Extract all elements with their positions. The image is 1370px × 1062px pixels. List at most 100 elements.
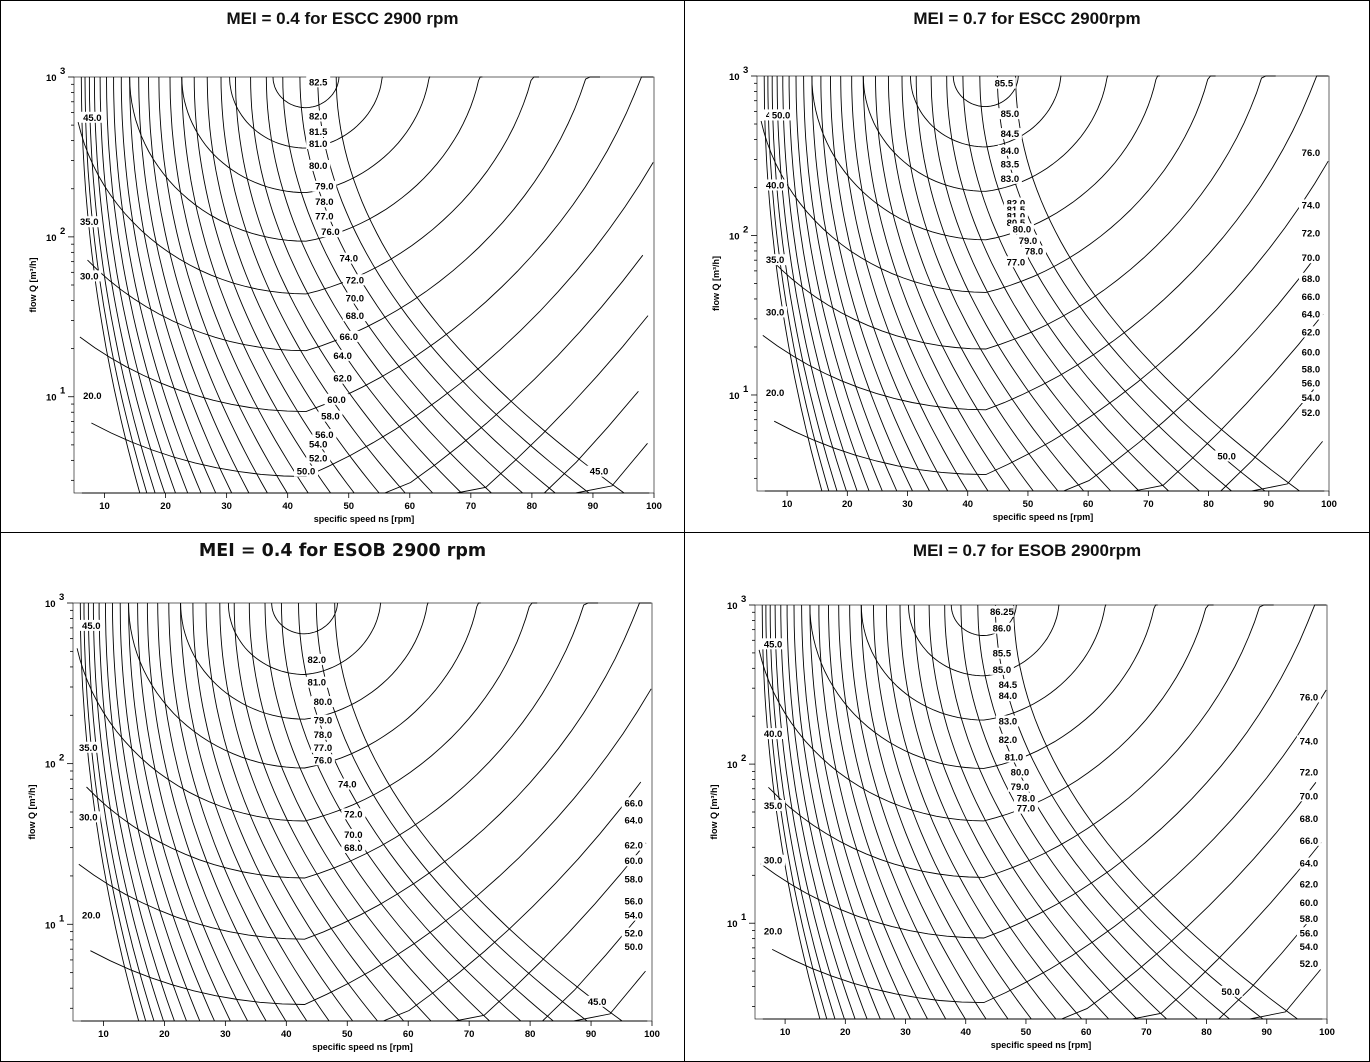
contour-label-bg [1296, 790, 1321, 802]
contour-label-bg [1296, 913, 1321, 925]
x-tick-label: 40 [282, 501, 293, 512]
x-tick-label: 50 [1021, 1027, 1032, 1038]
contour-label-bg [79, 619, 104, 631]
contour-line [771, 76, 838, 492]
contour-label: 60.0 [624, 856, 643, 867]
contour-line [901, 75, 1085, 492]
contour-label-bg [1007, 780, 1032, 792]
contour-label: 85.0 [1001, 109, 1020, 120]
chart-panel-escc-mei-07: MEI = 0.7 for ESCC 2900rpm 10 20 30 40 50 60 7… [685, 1, 1369, 533]
contour-label-bg [769, 109, 794, 121]
contour-line [771, 689, 1327, 1004]
contour-label-bg [79, 909, 104, 921]
contour-label-bg [585, 995, 610, 1007]
contour-label-bg [310, 714, 335, 726]
x-axis-label: specific speed ns [rpm] [314, 514, 415, 524]
contour-line [887, 75, 1059, 492]
contour-label-bg [761, 925, 786, 937]
x-axis: 10 20 30 40 50 60 70 80 90 100 [99, 493, 662, 512]
contour-line [862, 75, 1011, 492]
contour-label: 74.0 [1302, 200, 1321, 211]
contour-line [788, 76, 870, 492]
contour-line [820, 76, 930, 492]
contour-label-bg [763, 306, 788, 318]
contour-label-bg [330, 372, 355, 384]
contour-line [181, 76, 431, 194]
contour-label: 74.0 [339, 254, 358, 265]
contour-line [795, 75, 883, 492]
x-axis-label: specific speed ns [rpm] [991, 1040, 1092, 1050]
y-tick-exponent: 1 [741, 912, 747, 923]
contour-label-bg [1015, 234, 1040, 246]
contour-label-bg [336, 330, 361, 342]
contour-label: 60.0 [1302, 347, 1321, 358]
contour-line [765, 605, 828, 1020]
contour-plot: 10 20 30 40 50 60 70 80 90 100 specific speed ns [… [27, 592, 660, 1052]
contour-line [811, 75, 913, 492]
contour-label: 84.5 [999, 680, 1018, 691]
y-tick-label: 10 [727, 919, 738, 930]
contour-label-bg [324, 393, 349, 405]
contour-line [98, 603, 175, 1022]
contour-label: 20.0 [764, 927, 783, 938]
x-tick-label: 10 [780, 1027, 791, 1038]
contour-label: 78.0 [315, 197, 334, 208]
contour-line [315, 602, 588, 1022]
x-tick-label: 100 [646, 501, 662, 512]
contour-label: 52.0 [624, 929, 643, 940]
contour-label: 81.0 [308, 678, 327, 689]
contour-label: 64.0 [333, 351, 352, 362]
contour-line [180, 602, 330, 1022]
contour-label: 84.5 [1001, 129, 1020, 140]
contour-line [119, 602, 215, 1022]
y-tick-exponent: 2 [60, 226, 65, 237]
contour-line [248, 602, 461, 1022]
contour-plot: 10 20 30 40 50 60 70 80 90 100 specific speed ns [… [709, 594, 1335, 1050]
y-tick-label: 10 [727, 601, 738, 612]
contour-label-bg [763, 386, 788, 398]
contour-label-bg [997, 108, 1022, 120]
chart-panel-escc-mei-04: MEI = 0.4 for ESCC 2900 rpm 10 20 30 40 50 60… [1, 1, 685, 533]
contour-line [128, 603, 231, 1022]
contour-label: 82.0 [308, 655, 327, 666]
contour-label: 60.0 [327, 395, 346, 406]
x-tick-label: 30 [221, 501, 232, 512]
contour-line [781, 782, 1317, 1020]
contour-label: 80.0 [1013, 224, 1031, 235]
contour-label-bg [995, 690, 1020, 702]
y-tick-exponent: 3 [59, 592, 64, 603]
contour-line [192, 602, 354, 1022]
contour-line [760, 75, 1216, 293]
contour-label-bg [312, 180, 337, 192]
contour-label-bg [312, 196, 337, 208]
contour-line [76, 602, 538, 822]
contour-line [768, 604, 1274, 878]
contour-line [157, 602, 287, 1022]
contour-line [235, 76, 434, 494]
contour-label-bg [621, 839, 646, 851]
chart-title: MEI = 0.7 for ESCC 2900rpm [913, 9, 1141, 28]
contour-line [87, 76, 600, 352]
contour-line [809, 604, 911, 1020]
contour-line [952, 76, 1019, 108]
contour-label-bg [1296, 834, 1321, 846]
x-tick-label: 80 [1203, 499, 1214, 510]
contour-label: 81.5 [309, 127, 328, 138]
contour-label: 76.0 [1300, 692, 1319, 703]
x-tick-label: 90 [1264, 499, 1275, 510]
contour-line [849, 605, 987, 1020]
contour-label: 82.0 [1007, 199, 1026, 210]
x-tick-label: 30 [900, 1027, 911, 1038]
contour-label-bg [306, 110, 331, 122]
contour-label: 77.0 [315, 212, 334, 223]
x-tick-label: 50 [1023, 499, 1034, 510]
contour-line [335, 76, 625, 494]
contour-line [885, 604, 1057, 1020]
contour-label-bg [342, 310, 367, 322]
contour-labels: 45.0 82.0 81.0 80.0 79.0 78.0 77.0 35.0 76.0 74.0… [76, 619, 646, 1008]
contour-line [977, 604, 1230, 1020]
x-tick-label: 60 [403, 1029, 414, 1040]
contour-line [193, 76, 355, 494]
contour-label-bg [1298, 227, 1323, 239]
contour-label: 50.0 [1217, 451, 1236, 462]
